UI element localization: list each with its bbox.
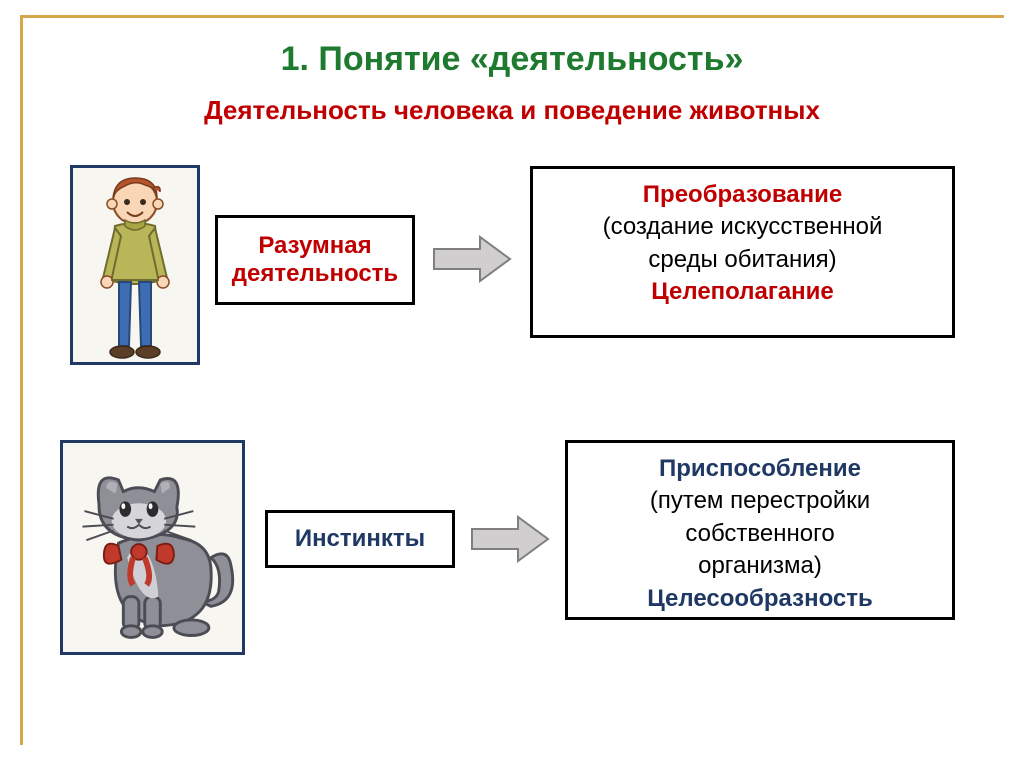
cat-image-box bbox=[60, 440, 245, 655]
human-icon bbox=[75, 170, 195, 360]
result-body-line: среды обитания) bbox=[545, 244, 940, 276]
cat-icon bbox=[65, 448, 240, 648]
label-line: деятельность bbox=[232, 260, 398, 288]
page-subtitle: Деятельность человека и поведение животн… bbox=[0, 95, 1024, 126]
arrow-icon bbox=[432, 235, 512, 283]
label-line: Инстинкты bbox=[295, 525, 425, 553]
adaptation-box: Приспособление (путем перестройки собств… bbox=[565, 440, 955, 620]
result-body-line: организма) bbox=[580, 550, 940, 582]
label-line: Разумная bbox=[232, 232, 398, 260]
arrow-icon bbox=[470, 515, 550, 563]
result-foot: Целеполагание bbox=[545, 276, 940, 308]
result-body-line: (путем перестройки bbox=[580, 485, 940, 517]
result-head: Приспособление bbox=[580, 453, 940, 485]
result-body-line: собственного bbox=[580, 518, 940, 550]
result-foot: Целесообразность bbox=[580, 583, 940, 615]
result-body-line: (создание искусственной bbox=[545, 211, 940, 243]
result-head: Преобразование bbox=[545, 179, 940, 211]
human-image-box bbox=[70, 165, 200, 365]
instincts-label: Инстинкты bbox=[265, 510, 455, 568]
transformation-box: Преобразование (создание искусственной с… bbox=[530, 166, 955, 338]
rational-activity-label: Разумная деятельность bbox=[215, 215, 415, 305]
page-title: 1. Понятие «деятельность» bbox=[0, 40, 1024, 79]
